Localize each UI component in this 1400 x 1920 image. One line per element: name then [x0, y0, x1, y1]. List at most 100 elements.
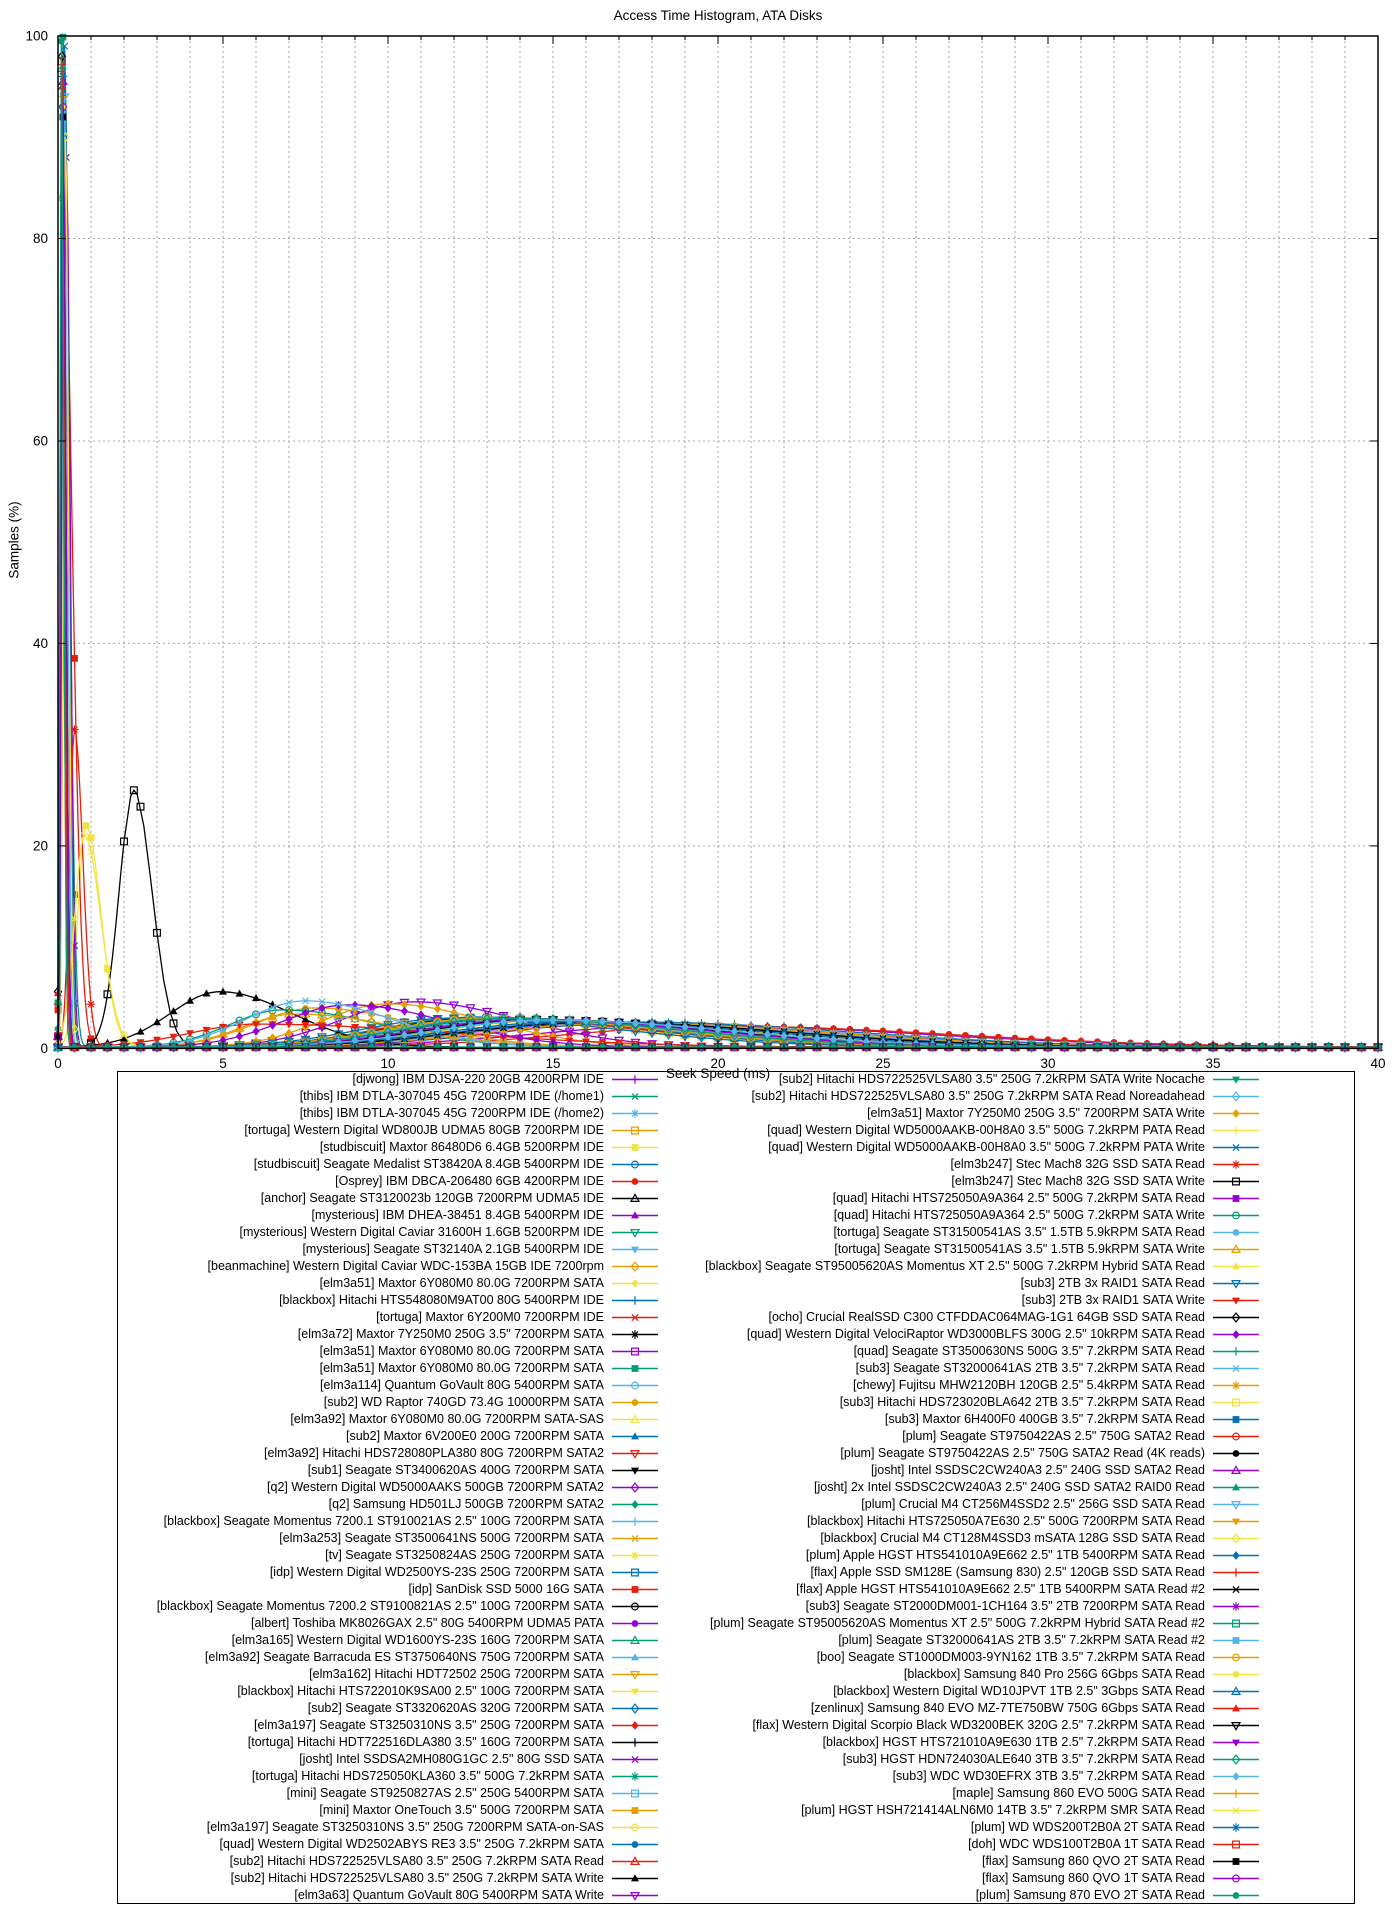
legend-item-label: [elm3a72] Maxtor 7Y250M0 250G 3.5" 7200R… — [297, 1327, 604, 1341]
legend-item: [zenlinux] Samsung 840 EVO MZ-7TE750BW 7… — [720, 1700, 1260, 1717]
legend-item-label: [plum] Seagate ST9750422AS 2.5" 750G SAT… — [902, 1429, 1205, 1443]
legend-marker — [1213, 1823, 1259, 1832]
legend-item: [ocho] Crucial RealSSD C300 CTFDDAC064MA… — [720, 1309, 1260, 1326]
legend-item-label: [Osprey] IBM DBCA-206480 6GB 4200RPM IDE — [335, 1174, 604, 1188]
legend-marker — [1213, 1840, 1259, 1849]
legend-item: [sub2] Maxtor 6V200E0 200G 7200RPM SATA — [125, 1428, 659, 1445]
legend-item-label: [sub2] Seagate ST3320620AS 320G 7200RPM … — [307, 1701, 604, 1715]
legend-item-label: [blackbox] Western Digital WD10JPVT 1TB … — [833, 1684, 1205, 1698]
legend-marker — [1213, 1416, 1259, 1423]
legend-item-label: [elm3a162] Hitachi HDT72502 250G 7200RPM… — [309, 1667, 604, 1681]
legend-item: [blackbox] Seagate ST95005620AS Momentus… — [705, 1258, 1260, 1275]
legend-item: [plum] HGST HSH721414ALN6M0 14TB 3.5" 7.… — [720, 1802, 1260, 1819]
legend-item: [sub2] Seagate ST3320620AS 320G 7200RPM … — [125, 1700, 659, 1717]
legend-marker — [612, 1517, 658, 1526]
legend-item-label: [plum] HGST HSH721414ALN6M0 14TB 3.5" 7.… — [801, 1803, 1205, 1817]
legend-item-label: [mysterious] IBM DHEA-38451 8.4GB 5400RP… — [311, 1208, 604, 1222]
legend-item-label: [flax] Samsung 860 QVO 1T SATA Read — [981, 1871, 1205, 1885]
legend-item: [chewy] Fujitsu MHW2120BH 120GB 2.5" 5.4… — [720, 1377, 1260, 1394]
legend-item: [elm3b247] Stec Mach8 32G SSD SATA Write — [720, 1173, 1260, 1190]
legend-item-label: [elm3a197] Seagate ST3250310NS 3.5" 250G… — [253, 1718, 604, 1732]
legend-item: [mysterious] Seagate ST32140A 2.1GB 5400… — [125, 1241, 659, 1258]
legend-item-label: [chewy] Fujitsu MHW2120BH 120GB 2.5" 5.4… — [852, 1378, 1205, 1392]
y-axis-title: Samples (%) — [6, 501, 22, 579]
legend-item: [elm3a51] Maxtor 6Y080M0 80.0G 7200RPM S… — [125, 1360, 659, 1377]
legend-marker — [612, 1874, 658, 1882]
legend-item-label: [doh] WDC WDS100T2B0A 1T SATA Read — [968, 1837, 1205, 1851]
legend-marker — [1213, 1772, 1259, 1781]
legend-marker — [1213, 1739, 1259, 1747]
legend-marker — [612, 1178, 658, 1185]
legend-marker — [612, 1534, 658, 1543]
legend-item: [quad] Western Digital WD5000AAKB-00H8A0… — [720, 1122, 1260, 1139]
legend-item: [beanmachine] Western Digital Caviar WDC… — [125, 1258, 659, 1275]
legend-marker — [1213, 1671, 1259, 1678]
legend-item: [plum] Seagate ST9750422AS 2.5" 750G SAT… — [720, 1445, 1260, 1462]
legend-item-label: [thibs] IBM DTLA-307045 45G 7200RPM IDE … — [299, 1089, 604, 1103]
legend-item: [sub2] Hitachi HDS722525VLSA80 3.5" 250G… — [720, 1088, 1260, 1105]
legend-column-right: [sub2] Hitachi HDS722525VLSA80 3.5" 250G… — [705, 1071, 1260, 1904]
legend-item-label: [elm3a92] Maxtor 6Y080M0 80.0G 7200RPM S… — [290, 1412, 604, 1426]
legend-marker — [612, 1602, 658, 1611]
svg-text:15: 15 — [545, 1056, 560, 1068]
x-axis-title: Seek Speed (ms) — [665, 1066, 771, 1081]
legend-item-label: [sub2] Hitachi HDS722525VLSA80 3.5" 250G… — [230, 1871, 604, 1885]
legend-item: [blackbox] Crucial M4 CT128M4SSD3 mSATA … — [720, 1530, 1260, 1547]
legend-item-label: [idp] SanDisk SSD 5000 16G SATA — [408, 1582, 604, 1596]
svg-text:80: 80 — [33, 231, 48, 246]
legend-item: [elm3a63] Quantum GoVault 80G 5400RPM SA… — [125, 1887, 659, 1904]
legend-item-label: [josht] Intel SSDSC2CW240A3 2.5" 240G SS… — [871, 1463, 1205, 1477]
legend-marker — [1213, 1347, 1259, 1356]
legend-marker — [612, 1823, 658, 1832]
legend-item: [sub2] WD Raptor 740GD 73.4G 10000RPM SA… — [125, 1394, 659, 1411]
legend-marker — [1213, 1432, 1259, 1441]
legend-item-label: [mysterious] Seagate ST32140A 2.1GB 5400… — [302, 1242, 604, 1256]
legend-marker — [1213, 1892, 1259, 1899]
legend-marker — [1213, 1398, 1259, 1407]
legend-item-label: [studbiscuit] Maxtor 86480D6 6.4GB 5200R… — [319, 1140, 604, 1154]
legend-marker — [612, 1211, 658, 1219]
legend-item-label: [blackbox] Samsung 840 Pro 256G 6Gbps SA… — [903, 1667, 1205, 1681]
legend-item: [studbiscuit] Seagate Medalist ST38420A … — [125, 1156, 659, 1173]
legend-marker — [1213, 1551, 1259, 1560]
legend-marker — [612, 1160, 658, 1169]
svg-text:10: 10 — [380, 1056, 395, 1068]
svg-text:30: 30 — [1040, 1056, 1055, 1068]
legend-item: [tortuga] Western Digital WD800JB UDMA5 … — [125, 1122, 659, 1139]
svg-text:40: 40 — [1370, 1056, 1385, 1068]
legend-item-label: [flax] Apple HGST HTS541010A9E662 2.5" 1… — [796, 1582, 1205, 1596]
legend-marker — [1213, 1806, 1259, 1815]
legend-item: [quad] Western Digital WD5000AAKB-00H8A0… — [720, 1139, 1260, 1156]
legend-item: [tv] Seagate ST3250824AS 250G 7200RPM SA… — [125, 1547, 659, 1564]
legend-item-label: [idp] Western Digital WD2500YS-23S 250G … — [269, 1565, 604, 1579]
legend-marker — [1213, 1297, 1259, 1305]
legend-item-label: [beanmachine] Western Digital Caviar WDC… — [207, 1259, 604, 1273]
legend-item: [elm3a197] Seagate ST3250310NS 3.5" 250G… — [125, 1717, 659, 1734]
legend-marker — [612, 1755, 658, 1764]
legend-item: [sub3] 2TB 3x RAID1 SATA Read — [720, 1275, 1260, 1292]
legend-item: [thibs] IBM DTLA-307045 45G 7200RPM IDE … — [125, 1105, 659, 1122]
legend-item-label: [plum] Seagate ST9750422AS 2.5" 750G SAT… — [840, 1446, 1205, 1460]
legend-marker — [612, 1313, 658, 1322]
legend-marker — [612, 1841, 658, 1848]
legend-marker — [612, 1126, 658, 1135]
legend-marker — [612, 1653, 658, 1661]
legend-item: [sub2] Hitachi HDS722525VLSA80 3.5" 250G… — [720, 1071, 1260, 1088]
legend-marker — [612, 1807, 658, 1814]
legend-item: [elm3a162] Hitachi HDT72502 250G 7200RPM… — [125, 1666, 659, 1683]
legend-item: [josht] 2x Intel SSDSC2CW240A3 2.5" 240G… — [720, 1479, 1260, 1496]
legend-item-label: [blackbox] Hitachi HTS722010K9SA00 2.5" … — [237, 1684, 604, 1698]
legend-item: [quad] Hitachi HTS725050A9A364 2.5" 500G… — [720, 1190, 1260, 1207]
legend-item-label: [albert] Toshiba MK8026GAX 2.5" 80G 5400… — [251, 1616, 604, 1630]
legend-item: [boo] Seagate ST1000DM003-9YN162 1TB 3.5… — [720, 1649, 1260, 1666]
legend-marker — [612, 1568, 658, 1577]
legend-marker — [1213, 1229, 1259, 1236]
legend-item: [sub2] Hitachi HDS722525VLSA80 3.5" 250G… — [125, 1853, 659, 1870]
legend-marker — [1213, 1619, 1259, 1628]
legend-marker — [1213, 1704, 1259, 1712]
legend-marker — [612, 1635, 658, 1644]
legend-item: [mysterious] Western Digital Caviar 3160… — [125, 1224, 659, 1241]
legend-item-label: [djwong] IBM DJSA-220 20GB 4200RPM IDE — [352, 1072, 604, 1086]
legend-item: [doh] WDC WDS100T2B0A 1T SATA Read — [720, 1836, 1260, 1853]
